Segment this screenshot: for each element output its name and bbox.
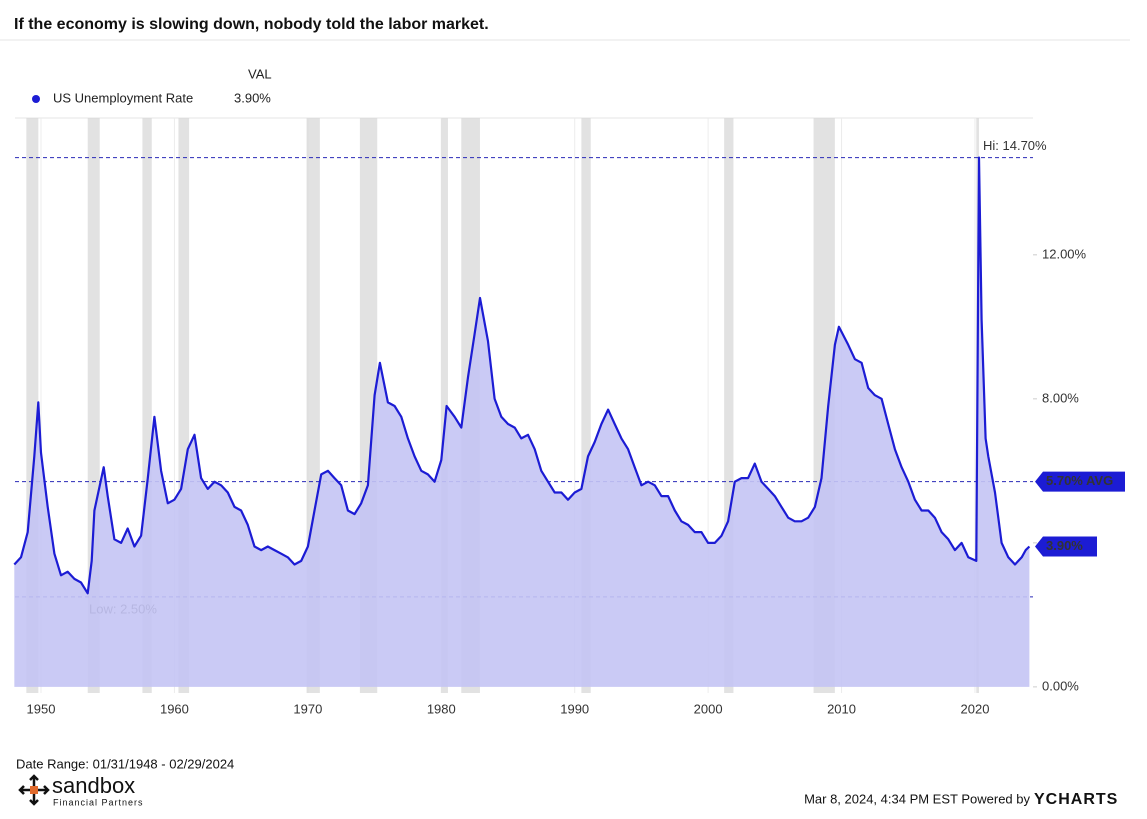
x-tick-label: 1950 [27, 701, 56, 716]
reference-label: Hi: 14.70% [983, 138, 1047, 153]
date-range: Date Range: 01/31/1948 - 02/29/2024 [16, 756, 234, 771]
x-tick-label: 1990 [560, 701, 589, 716]
recession-band [142, 118, 152, 693]
reference-tag [1035, 471, 1125, 492]
value-tag-label: 3.90% [1046, 538, 1083, 553]
x-tick-label: 1960 [160, 701, 189, 716]
y-tick-label: 0.00% [1042, 678, 1079, 693]
x-tick-label: 2010 [827, 701, 856, 716]
legend-value: 3.90% [234, 90, 271, 105]
recession-band [178, 118, 190, 693]
area [14, 157, 1030, 687]
recession-band [724, 118, 734, 693]
brand: sandbox [52, 773, 135, 798]
footer-brand: YCHARTS [1034, 791, 1118, 808]
brand-logo [18, 774, 50, 806]
x-tick-label: 1970 [293, 701, 322, 716]
legend-swatch [32, 95, 40, 103]
x-tick-label: 2000 [694, 701, 723, 716]
footer: Mar 8, 2024, 4:34 PM EST Powered by [804, 791, 1030, 806]
legend-label: US Unemployment Rate [53, 90, 193, 105]
brand-sub: Financial Partners [53, 797, 144, 807]
y-tick-label: 12.00% [1042, 246, 1087, 261]
y-tick-label: 8.00% [1042, 390, 1079, 405]
line [13, 156, 1031, 595]
value-tag [1035, 536, 1097, 557]
recession-band [441, 118, 448, 693]
legend-header: VAL [248, 66, 272, 81]
recession-band [581, 118, 591, 693]
x-tick-label: 2020 [961, 701, 990, 716]
x-tick-label: 1980 [427, 701, 456, 716]
chart-title: If the economy is slowing down, nobody t… [14, 16, 489, 33]
reference-label: 5.70% AVG [1046, 473, 1113, 488]
